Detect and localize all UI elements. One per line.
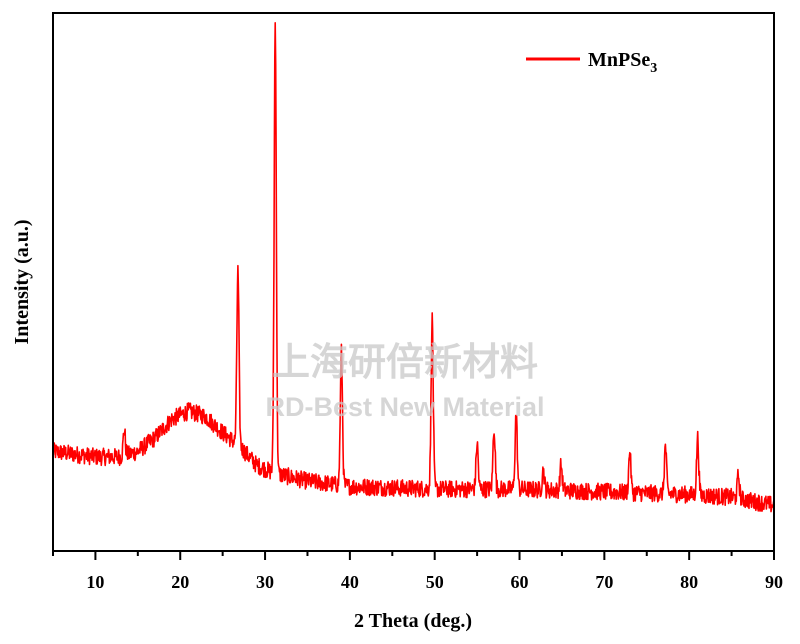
x-axis-title: 2 Theta (deg.) [354,610,472,632]
x-tick-label: 70 [595,572,613,592]
watermark-chinese: 上海研倍新材料 [272,340,538,384]
x-tick-label: 40 [341,572,359,592]
series-line-0 [52,22,775,513]
watermark: 上海研倍新材料 RD-Best New Material [265,340,544,422]
watermark-english: RD-Best New Material [265,392,544,422]
x-axis: 10 20 30 40 50 60 70 80 90 [52,551,783,592]
x-tick-label: 10 [86,572,104,592]
legend-label: MnPSe3 [588,49,657,76]
series-layer [52,22,775,513]
x-tick-label: 30 [256,572,274,592]
x-tick-label: 20 [171,572,189,592]
x-tick-label: 80 [680,572,698,592]
y-axis-title: Intensity (a.u.) [11,219,33,344]
legend-label-sub: 3 [650,61,657,76]
legend: MnPSe3 [526,49,657,76]
plot-frame [52,12,775,552]
legend-label-main: MnPSe [588,49,650,71]
x-tick-label: 90 [765,572,783,592]
x-tick-label: 60 [511,572,529,592]
x-tick-label: 50 [426,572,444,592]
